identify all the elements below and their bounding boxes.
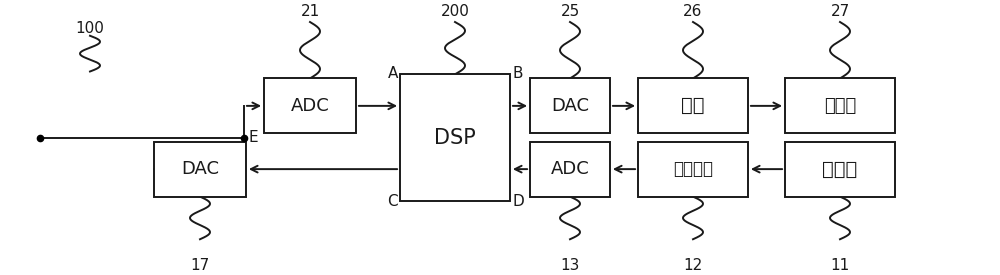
Text: 200: 200 (441, 4, 469, 19)
FancyBboxPatch shape (785, 78, 895, 133)
Text: 17: 17 (190, 258, 210, 274)
Text: B: B (512, 66, 522, 81)
Text: 27: 27 (830, 4, 850, 19)
Text: 11: 11 (830, 258, 850, 274)
Text: 功放: 功放 (681, 96, 705, 116)
Text: DAC: DAC (181, 160, 219, 178)
Text: ADC: ADC (551, 160, 589, 178)
Text: D: D (512, 194, 524, 209)
Text: 100: 100 (75, 21, 104, 36)
Text: 25: 25 (560, 4, 580, 19)
Text: E: E (248, 130, 258, 145)
FancyBboxPatch shape (530, 142, 610, 197)
Text: DAC: DAC (551, 97, 589, 115)
Text: C: C (387, 194, 398, 209)
FancyBboxPatch shape (638, 142, 748, 197)
Text: 13: 13 (560, 258, 580, 274)
FancyBboxPatch shape (638, 78, 748, 133)
Text: 麦克风: 麦克风 (822, 160, 858, 179)
FancyBboxPatch shape (530, 78, 610, 133)
Text: 21: 21 (300, 4, 320, 19)
FancyBboxPatch shape (264, 78, 356, 133)
FancyBboxPatch shape (400, 74, 510, 201)
Text: 扬声器: 扬声器 (824, 97, 856, 115)
Text: DSP: DSP (434, 128, 476, 147)
Text: 12: 12 (683, 258, 703, 274)
FancyBboxPatch shape (154, 142, 246, 197)
FancyBboxPatch shape (785, 142, 895, 197)
Text: 调理电路: 调理电路 (673, 160, 713, 178)
Text: ADC: ADC (291, 97, 329, 115)
Text: A: A (388, 66, 398, 81)
Text: 26: 26 (683, 4, 703, 19)
